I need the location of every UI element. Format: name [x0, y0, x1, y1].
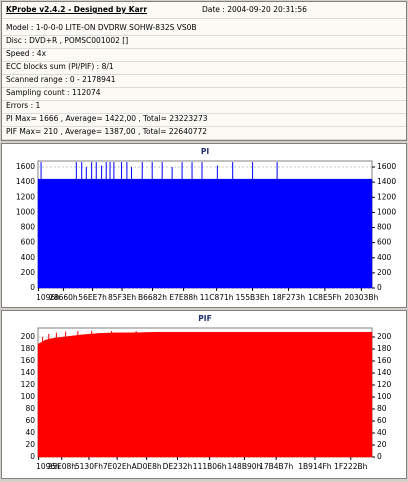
chart: PIF 0 0 20 20 40 40 60 60 80 80 100 100 120 120 140 140 1…: [21, 314, 392, 471]
x-tick-label: 28660h: [49, 293, 78, 302]
y2-tick-label: 0: [377, 283, 382, 292]
y2-tick-label: 1000: [377, 207, 396, 216]
info-line: Sampling count : 112074: [6, 88, 101, 97]
separator: [2, 18, 406, 19]
separator: [2, 48, 406, 49]
x-tick-label: 1F222Bh: [334, 462, 368, 471]
x-tick-label: 111B06h: [193, 462, 227, 471]
y-tick-label: 160: [21, 356, 36, 365]
y-tick-label: 600: [21, 238, 36, 247]
info-line: Scanned range : 0 - 2178941: [6, 75, 116, 84]
x-tick-label: 11C871h: [200, 293, 234, 302]
y2-tick-label: 1200: [377, 192, 396, 201]
y2-tick-label: 40: [377, 428, 387, 437]
y2-tick-label: 60: [377, 416, 387, 425]
chart-panel: PI 0 0 200 200 400 400 600 600 800 800 1000 1000 1200…: [1, 143, 407, 308]
info-panel: KProbe v2.4.2 - Designed by Karr Date : 2…: [1, 1, 407, 141]
x-tick-label: 56EE7h: [78, 293, 107, 302]
app-title: KProbe v2.4.2 - Designed by Karr: [6, 5, 148, 14]
x-tick-label: DE232h: [163, 462, 193, 471]
x-tick-label: E7E88h: [169, 293, 198, 302]
x-tick-label: B6682h: [138, 293, 167, 302]
area: [37, 178, 373, 289]
y-tick-label: 80: [25, 404, 35, 413]
y2-tick-label: 200: [377, 268, 392, 277]
x-tick-label: 18F273h: [272, 293, 305, 302]
x-tick-label: 1C8E5Fh: [308, 293, 342, 302]
y2-tick-label: 20: [377, 440, 387, 449]
x-tick-label: 5130Fh: [75, 462, 103, 471]
x-tick-label: 85F3Eh: [108, 293, 136, 302]
y-tick-label: 100: [21, 392, 36, 401]
x-tick-label: 1B914Fh: [298, 462, 332, 471]
separator: [2, 113, 406, 114]
y2-tick-label: 80: [377, 404, 387, 413]
y-tick-label: 0: [30, 452, 35, 461]
separator: [2, 61, 406, 62]
info-line: PI Max= 1666 , Average= 1422,00 , Total=…: [6, 114, 208, 123]
y2-tick-label: 1600: [377, 162, 396, 171]
y-tick-label: 800: [21, 223, 36, 232]
x-tick-label: 1096h: [36, 293, 60, 302]
y2-tick-label: 100: [377, 392, 392, 401]
y-tick-label: 60: [25, 416, 35, 425]
separator: [2, 100, 406, 101]
date: Date : 2004-09-20 20:31:56: [202, 5, 307, 14]
y2-tick-label: 160: [377, 356, 392, 365]
info-line: Speed : 4x: [6, 49, 47, 58]
y-tick-label: 200: [21, 268, 36, 277]
y2-tick-label: 600: [377, 238, 392, 247]
separator: [2, 74, 406, 75]
area: [37, 331, 373, 458]
y2-tick-label: 200: [377, 332, 392, 341]
y-tick-label: 40: [25, 428, 35, 437]
chart: PI 0 0 200 200 400 400 600 600 800 800 1000 1000 1200…: [16, 147, 396, 302]
separator: [2, 87, 406, 88]
separator: [2, 126, 406, 127]
y-tick-label: 1600: [16, 162, 35, 171]
y2-tick-label: 400: [377, 253, 392, 262]
y2-tick-label: 800: [377, 223, 392, 232]
x-tick-label: 20303Bh: [344, 293, 378, 302]
y-tick-label: 140: [21, 368, 36, 377]
y-tick-label: 180: [21, 344, 36, 353]
chart-panel: PIF 0 0 20 20 40 40 60 60 80 80 100 100 120 120 140 140 1…: [1, 310, 407, 479]
chart-title: PI: [201, 147, 209, 156]
separator: [2, 35, 406, 36]
y-tick-label: 20: [25, 440, 35, 449]
y-tick-label: 1400: [16, 177, 35, 186]
y-tick-label: 120: [21, 380, 36, 389]
y2-tick-label: 120: [377, 380, 392, 389]
x-tick-label: 25E08h: [47, 462, 76, 471]
info-line: ECC blocks sum (PI/PIF) : 8/1: [6, 62, 114, 71]
info-line: PIF Max= 210 , Average= 1387,00 , Total=…: [6, 127, 208, 136]
separator: [2, 139, 406, 140]
y2-tick-label: 140: [377, 368, 392, 377]
x-tick-label: AD0E8h: [132, 462, 162, 471]
y2-tick-label: 0: [377, 452, 382, 461]
x-tick-label: 1096h: [36, 462, 60, 471]
y-tick-label: 1000: [16, 207, 35, 216]
info-line: Disc : DVD+R , POMSC001002 []: [6, 36, 129, 45]
y2-tick-label: 1400: [377, 177, 396, 186]
y-tick-label: 200: [21, 332, 36, 341]
y-tick-label: 1200: [16, 192, 35, 201]
x-tick-label: 155B3Eh: [236, 293, 270, 302]
y-tick-label: 0: [30, 283, 35, 292]
info-line: Model : 1-0-0-0 LITE-ON DVDRW SOHW-832S …: [6, 23, 197, 32]
y-tick-label: 400: [21, 253, 36, 262]
info-line: Errors : 1: [6, 101, 41, 110]
y2-tick-label: 180: [377, 344, 392, 353]
x-tick-label: 17B4B7h: [259, 462, 293, 471]
x-tick-label: 7E02Eh: [103, 462, 132, 471]
x-tick-label: 148B90h: [228, 462, 262, 471]
chart-title: PIF: [198, 314, 211, 323]
